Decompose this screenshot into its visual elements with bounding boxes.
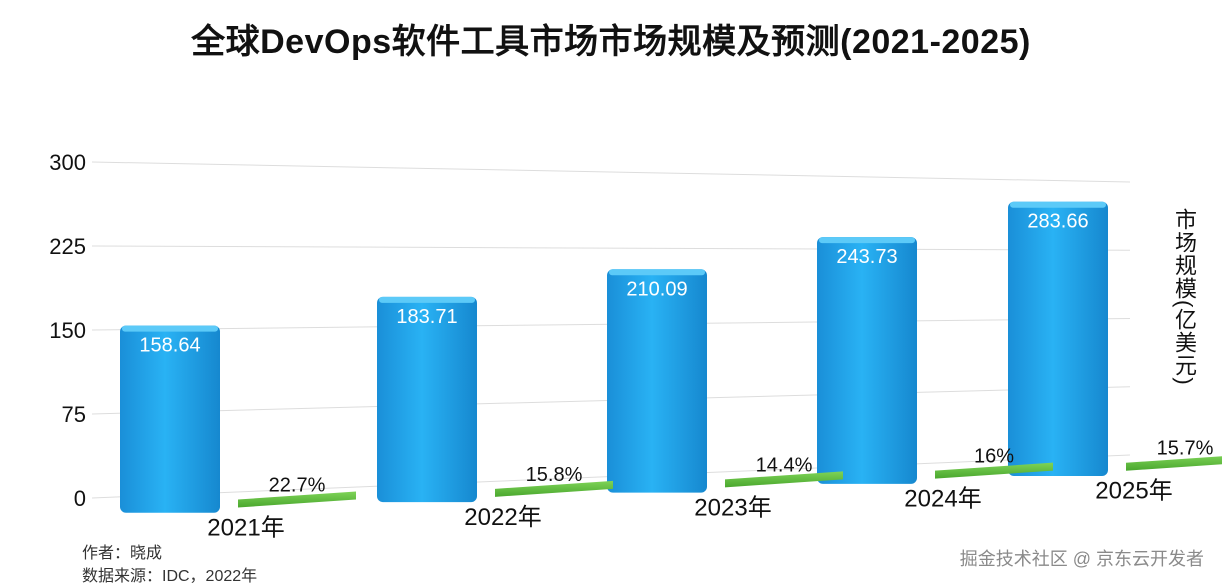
- y-tick-label: 150: [49, 318, 86, 343]
- source-note: 数据来源：IDC，2022年: [82, 568, 258, 585]
- watermark: 掘金技术社区 @ 京东云开发者: [959, 549, 1204, 569]
- bar-top-highlight: [609, 269, 705, 276]
- y-axis-label: 市场规模(亿美元): [1172, 208, 1197, 386]
- bar: [817, 237, 917, 484]
- growth-rate-label: 14.4%: [756, 454, 813, 476]
- y-tick-label: 300: [49, 150, 86, 175]
- growth-rate-label: 16%: [974, 446, 1014, 468]
- growth-rate-label: 22.7%: [269, 475, 326, 497]
- bar-value-label: 243.73: [836, 246, 897, 268]
- growth-rate-bar: [1126, 456, 1222, 471]
- x-tick-label: 2024年: [904, 486, 981, 513]
- bar: [607, 269, 707, 493]
- bar-top-highlight: [1010, 201, 1106, 208]
- bar-value-label: 283.66: [1027, 211, 1088, 233]
- y-tick-label: 75: [62, 402, 86, 427]
- x-tick-label: 2023年: [694, 494, 771, 521]
- y-tick-label: 0: [74, 486, 86, 511]
- bar-top-highlight: [819, 237, 915, 244]
- growth-rate-label: 15.7%: [1157, 438, 1214, 460]
- bar-value-label: 158.64: [139, 335, 200, 357]
- bar-value-label: 183.71: [396, 306, 457, 328]
- author-note: 作者：晓成: [82, 545, 163, 562]
- bar: [377, 296, 477, 503]
- chart-title: 全球DevOps软件工具市场市场规模及预测(2021-2025): [191, 23, 1031, 61]
- bar: [1008, 201, 1108, 476]
- x-tick-label: 2025年: [1095, 478, 1172, 505]
- bar-top-highlight: [379, 296, 475, 303]
- growth-rate-label: 15.8%: [526, 464, 583, 486]
- gridline: [91, 245, 1131, 251]
- x-tick-label: 2022年: [464, 504, 541, 531]
- bar-value-label: 210.09: [626, 278, 687, 300]
- gridline: [91, 161, 1131, 183]
- y-tick-label: 225: [49, 234, 86, 259]
- growth-rate-bar: [495, 480, 613, 497]
- growth-rate-bar: [935, 462, 1053, 479]
- growth-rate-bar: [725, 471, 843, 488]
- bar: [120, 325, 220, 513]
- growth-rate-bar: [238, 491, 356, 508]
- bar-top-highlight: [122, 325, 218, 332]
- x-tick-label: 2021年: [207, 515, 284, 542]
